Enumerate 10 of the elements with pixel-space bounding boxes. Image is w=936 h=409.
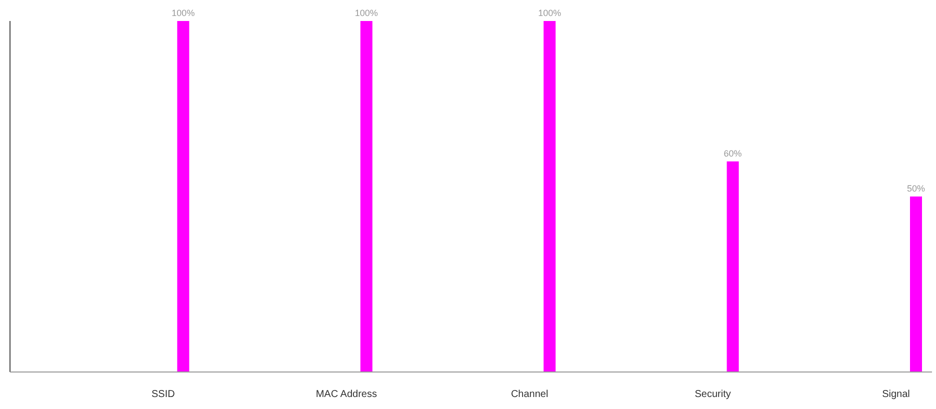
data-label: 50% (906, 184, 926, 194)
x-tick-label: Channel (510, 389, 548, 400)
x-tick-label: MAC Address (316, 389, 377, 400)
data-label: 100% (354, 8, 378, 18)
x-tick-label: Signal (882, 389, 910, 400)
data-label: 100% (172, 8, 195, 18)
x-tick-label: Security (694, 389, 731, 400)
data-label: 60% (724, 148, 742, 158)
x-tick-label: SSID (152, 389, 175, 400)
data-label: 100% (538, 8, 562, 18)
